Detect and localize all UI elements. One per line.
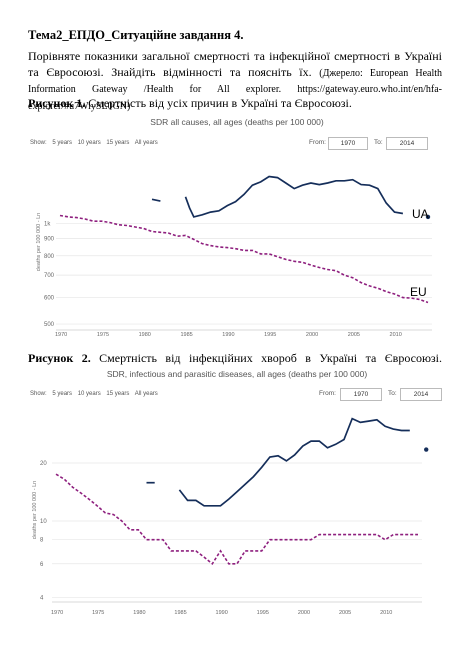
y-tick-label: 700: [44, 273, 55, 279]
y-axis-label: deaths per 100 000 - Ln: [36, 213, 42, 271]
x-tick-label: 2000: [306, 332, 318, 338]
y-axis-label: deaths per 100 000 - Ln: [32, 481, 38, 539]
x-tick-label: 2005: [348, 332, 360, 338]
x-tick-label: 2000: [298, 610, 310, 616]
x-tick-label: 1995: [257, 610, 269, 616]
x-tick-label: 1985: [174, 610, 186, 616]
figure-1-label: Рисунок 1.: [28, 96, 86, 110]
annotation-eu: EU: [410, 285, 427, 299]
from-year-input[interactable]: 1970: [328, 137, 368, 150]
to-label: To:: [388, 390, 397, 397]
series-line-ua: [151, 198, 161, 202]
figure-1-text: Смертність від усіх причин в Україні та …: [88, 96, 352, 110]
y-tick-label: 6: [40, 562, 44, 568]
task-text: Порівняте показники загальної смертності…: [28, 49, 442, 79]
y-tick-label: 20: [40, 461, 47, 467]
x-tick-label: 2005: [339, 610, 351, 616]
range-option-5-years[interactable]: 5 years: [52, 391, 73, 397]
y-tick-label: 600: [44, 296, 55, 302]
range-option-5-years[interactable]: 5 years: [52, 140, 73, 146]
from-label: From:: [309, 139, 326, 146]
to-year-input[interactable]: 2014: [386, 137, 428, 150]
series-line-ua: [184, 175, 404, 218]
y-tick-label: 500: [44, 322, 55, 328]
annotation-ua: UA: [412, 207, 429, 221]
chart-1-title: SDR all causes, all ages (deaths per 100…: [150, 117, 324, 127]
x-tick-label: 1980: [139, 332, 151, 338]
range-option-15-years[interactable]: 15 years: [106, 391, 130, 397]
x-tick-label: 2010: [390, 332, 402, 338]
x-tick-label: 1995: [264, 332, 276, 338]
range-option-15-years[interactable]: 15 years: [106, 140, 130, 146]
x-tick-label: 1985: [180, 332, 192, 338]
series-line-eu: [59, 214, 429, 304]
series-line-eu: [55, 473, 418, 565]
y-tick-label: 900: [44, 237, 55, 243]
x-tick-label: 1975: [92, 610, 104, 616]
chart-2-title: SDR, infectious and parasitic diseases, …: [106, 369, 368, 379]
document-heading: Тема2_ЕПДО_Ситуаційне завдання 4.: [28, 28, 244, 42]
to-label: To:: [374, 139, 383, 146]
y-tick-label: 1k: [44, 221, 51, 227]
show-label: Show:: [30, 140, 47, 146]
figure-1-caption: Рисунок 1. Смертність від усіх причин в …: [28, 96, 352, 111]
range-option-all-years[interactable]: All years: [134, 391, 158, 397]
figure-2-caption: Рисунок 2. Смертність від інфекційних хв…: [28, 351, 442, 366]
x-tick-label: 1980: [133, 610, 145, 616]
x-tick-label: 1975: [97, 332, 109, 338]
series-point-ua: [425, 214, 431, 220]
series-line-ua: [178, 417, 410, 507]
chart-1-range-options: Show: 5 years 10 years 15 years All year…: [30, 140, 162, 146]
x-tick-label: 1990: [222, 332, 234, 338]
from-label: From:: [319, 390, 336, 397]
show-label: Show:: [30, 391, 47, 397]
x-tick-label: 2010: [380, 610, 392, 616]
task-paragraph: Порівняте показники загальної смертності…: [28, 49, 442, 114]
chart-2-range-options: Show: 5 years 10 years 15 years All year…: [30, 391, 162, 397]
y-tick-label: 8: [40, 538, 44, 544]
y-tick-label: 800: [44, 254, 55, 260]
x-tick-label: 1990: [216, 610, 228, 616]
figure-2-label: Рисунок 2.: [28, 351, 91, 365]
y-tick-label: 10: [40, 519, 47, 525]
figure-2-text: Смертність від інфекційних хвороб в Укра…: [99, 351, 443, 365]
to-year-input[interactable]: 2014: [400, 388, 442, 401]
series-point-ua: [424, 447, 429, 452]
x-tick-label: 1970: [51, 610, 63, 616]
range-option-10-years[interactable]: 10 years: [77, 391, 101, 397]
x-tick-label: 1970: [55, 332, 67, 338]
range-option-all-years[interactable]: All years: [134, 140, 158, 146]
range-option-10-years[interactable]: 10 years: [77, 140, 101, 146]
from-year-input[interactable]: 1970: [340, 388, 382, 401]
y-tick-label: 4: [40, 596, 44, 602]
source-text: (Джерело: European Health Information Ga…: [28, 67, 443, 112]
